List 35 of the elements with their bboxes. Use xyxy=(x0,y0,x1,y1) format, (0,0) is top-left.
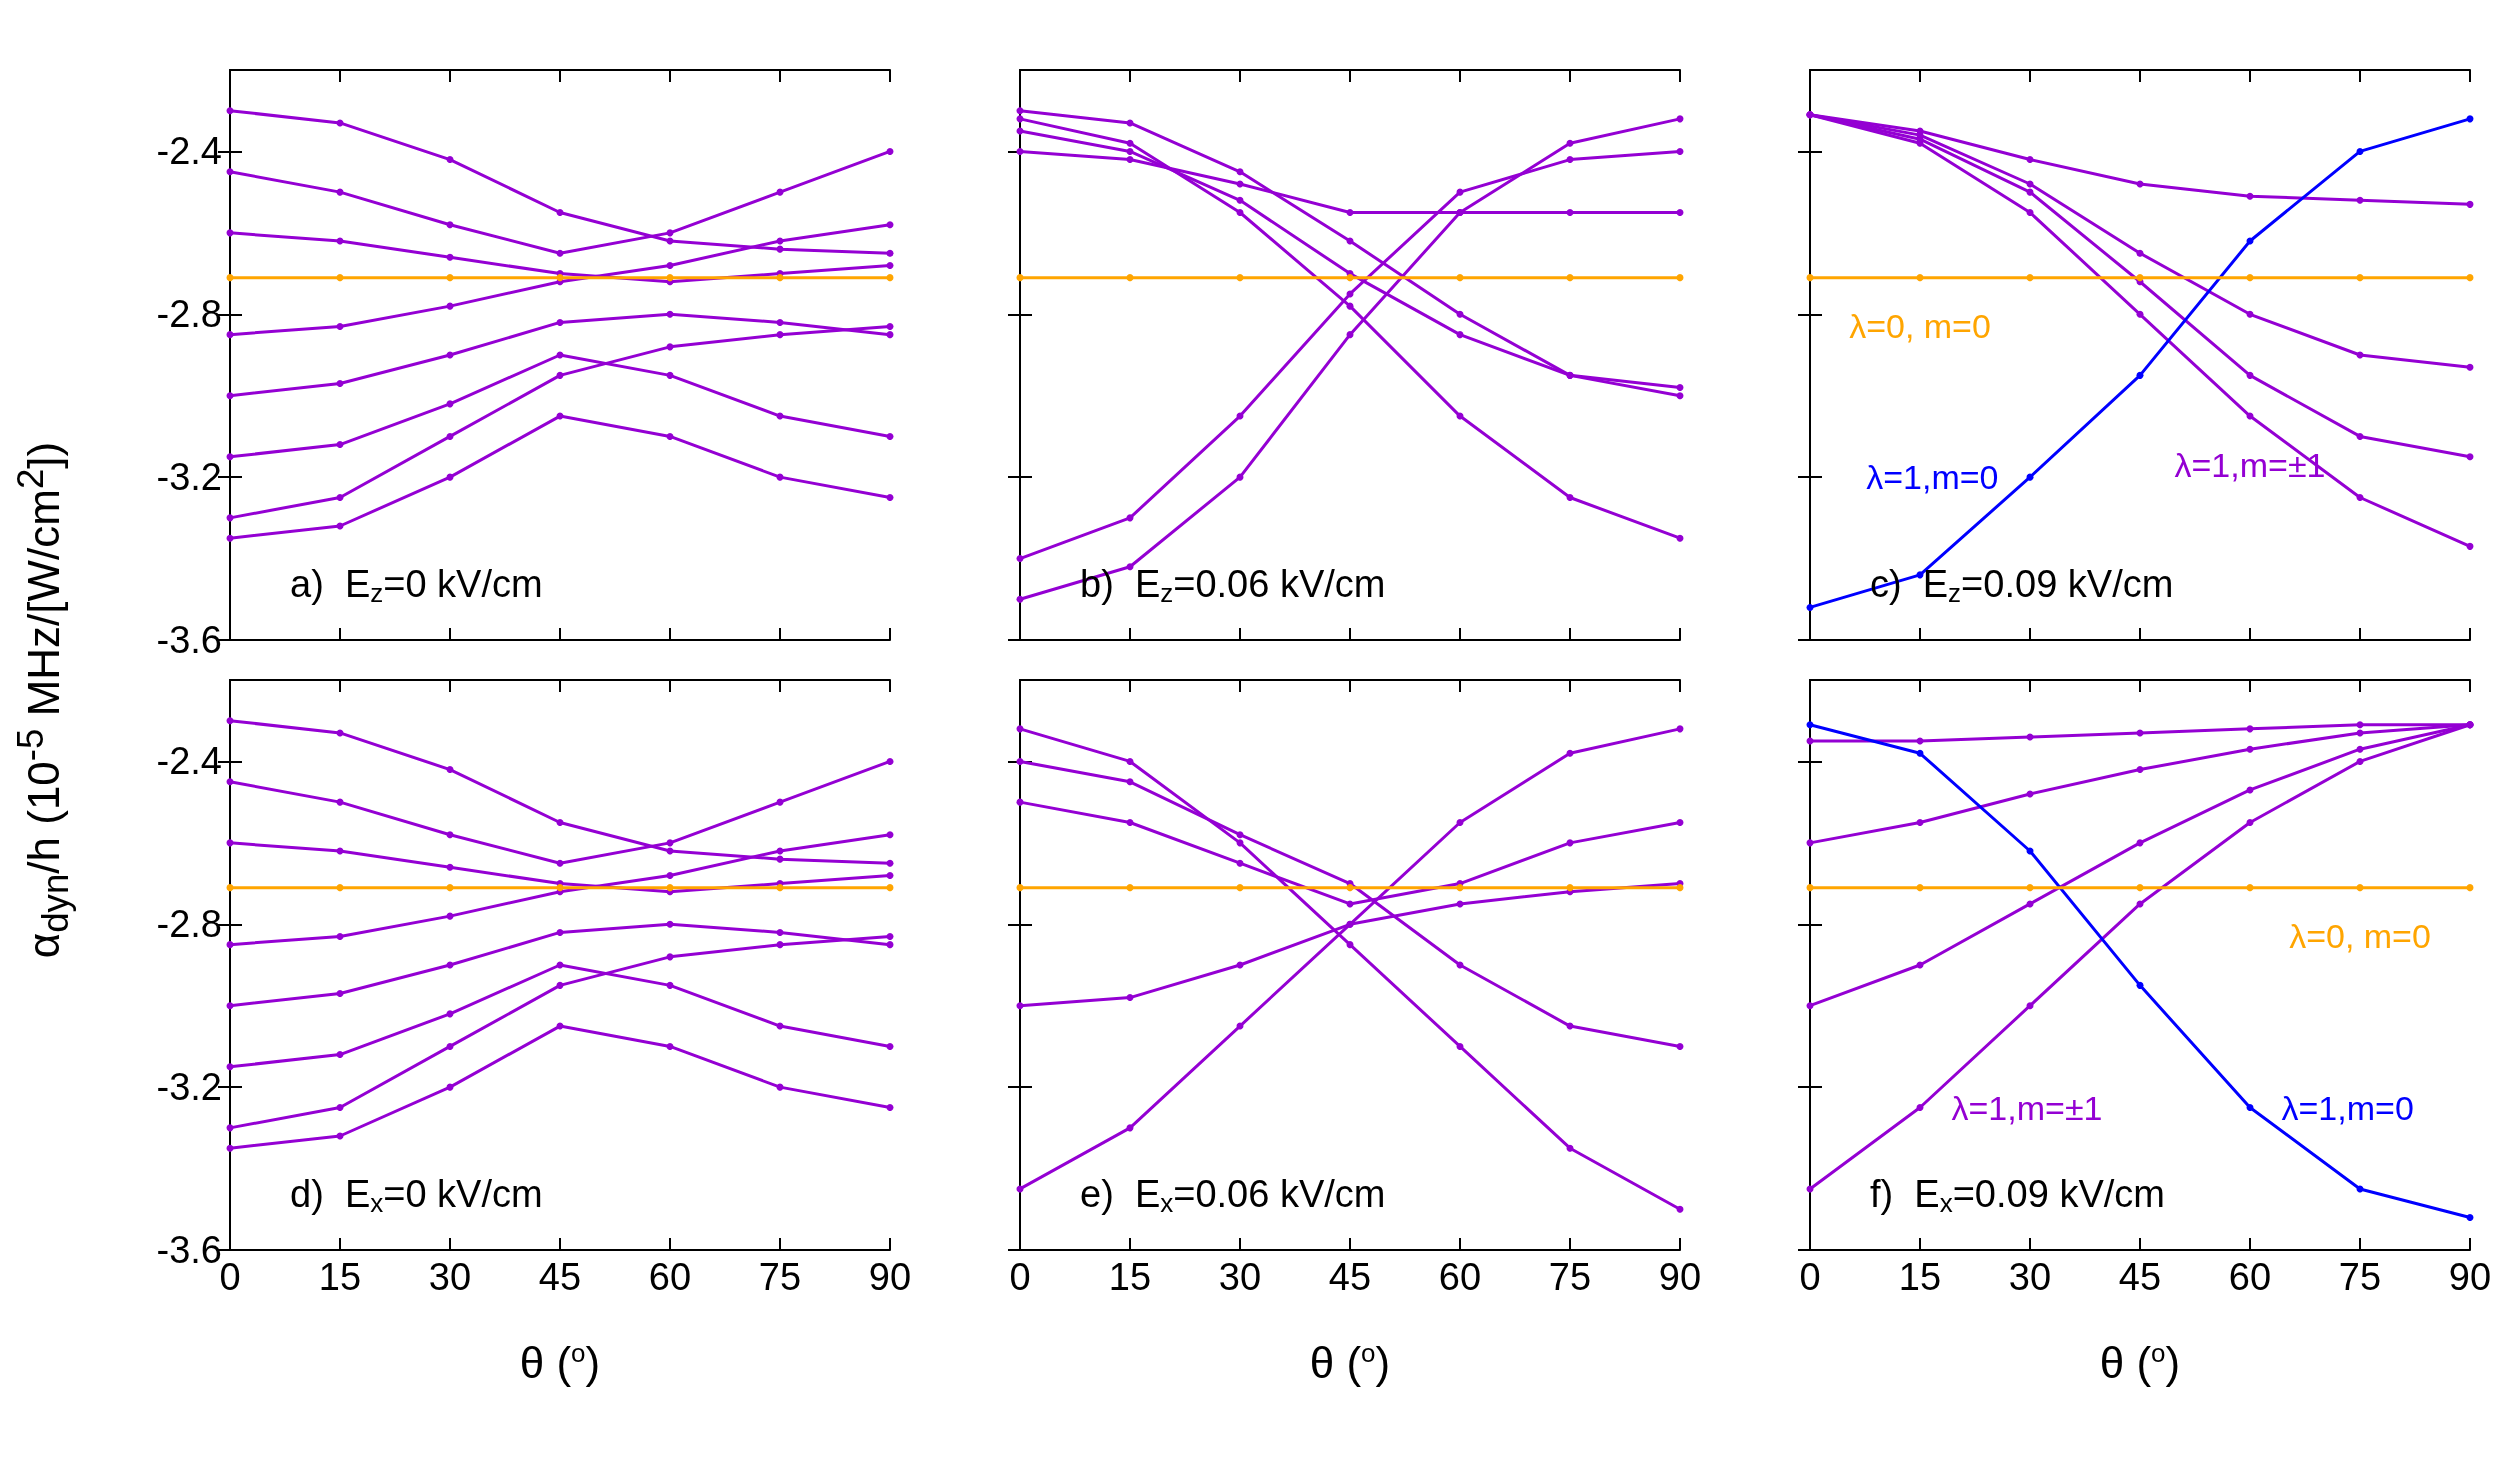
x-tick-label: 75 xyxy=(758,1256,802,1298)
x-tick-label: 15 xyxy=(1898,1256,1942,1298)
x-tick-label: 30 xyxy=(428,1256,472,1298)
series-label: λ=0, m=0 xyxy=(1849,307,1991,346)
x-tick-label: 90 xyxy=(1658,1256,1702,1298)
series-label: λ=1,m=0 xyxy=(1866,458,1999,497)
y-tick-label: -3.6 xyxy=(156,1229,222,1271)
x-tick-label: 75 xyxy=(2338,1256,2382,1298)
series-label: λ=1,m=0 xyxy=(2281,1088,2414,1127)
x-tick-label: 45 xyxy=(1328,1256,1372,1298)
x-tick-label: 45 xyxy=(2118,1256,2162,1298)
x-tick-label: 0 xyxy=(1009,1256,1031,1298)
series-label: λ=0, m=0 xyxy=(2289,917,2431,956)
x-tick-label: 60 xyxy=(2228,1256,2272,1298)
x-tick-label: 60 xyxy=(648,1256,692,1298)
x-tick-label: 45 xyxy=(538,1256,582,1298)
series-label: λ=1,m=±1 xyxy=(2174,445,2326,484)
x-tick-label: 30 xyxy=(2008,1256,2052,1298)
x-tick-label: 75 xyxy=(1548,1256,1592,1298)
y-tick-label: -3.2 xyxy=(156,1066,222,1109)
x-tick-label: 30 xyxy=(1218,1256,1262,1298)
y-tick-label: -3.2 xyxy=(156,456,222,499)
x-tick-label: 60 xyxy=(1438,1256,1482,1298)
y-tick-label: -2.8 xyxy=(156,903,222,946)
x-tick-label: 90 xyxy=(2448,1256,2492,1298)
x-tick-label: 15 xyxy=(1108,1256,1152,1298)
x-tick-label: 15 xyxy=(318,1256,362,1298)
series-label: λ=1,m=±1 xyxy=(1951,1088,2103,1127)
y-tick-label: -2.4 xyxy=(156,130,222,173)
x-tick-label: 90 xyxy=(868,1256,912,1298)
x-tick-label: 0 xyxy=(219,1256,241,1298)
y-tick-label: -3.6 xyxy=(156,619,222,661)
y-tick-label: -2.8 xyxy=(156,293,222,336)
y-tick-label: -2.4 xyxy=(156,740,222,783)
x-tick-label: 0 xyxy=(1799,1256,1821,1298)
